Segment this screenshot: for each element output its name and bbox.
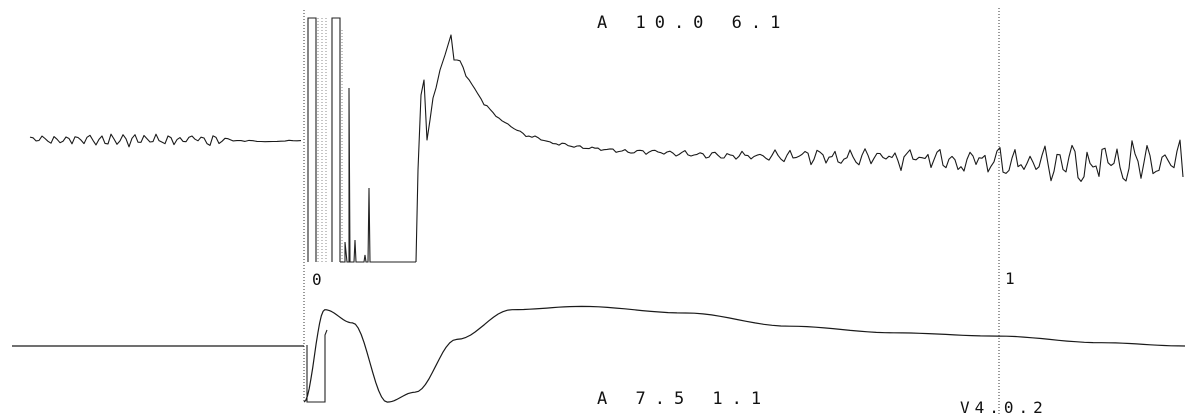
lower-trace (12, 305, 1186, 403)
stimulus-artifact-lower (306, 329, 328, 403)
upper-trace (29, 34, 1184, 263)
lower-readout: A 7.5 1.1 (597, 389, 770, 409)
time-mark-1: 1 (1005, 269, 1015, 288)
upper-readout: A 10.0 6.1 (597, 13, 789, 33)
cursor-readout: V4.0.2 (960, 398, 1048, 417)
stimulus-artifact-upper (307, 17, 416, 263)
time-mark-0: 0 (312, 270, 322, 289)
